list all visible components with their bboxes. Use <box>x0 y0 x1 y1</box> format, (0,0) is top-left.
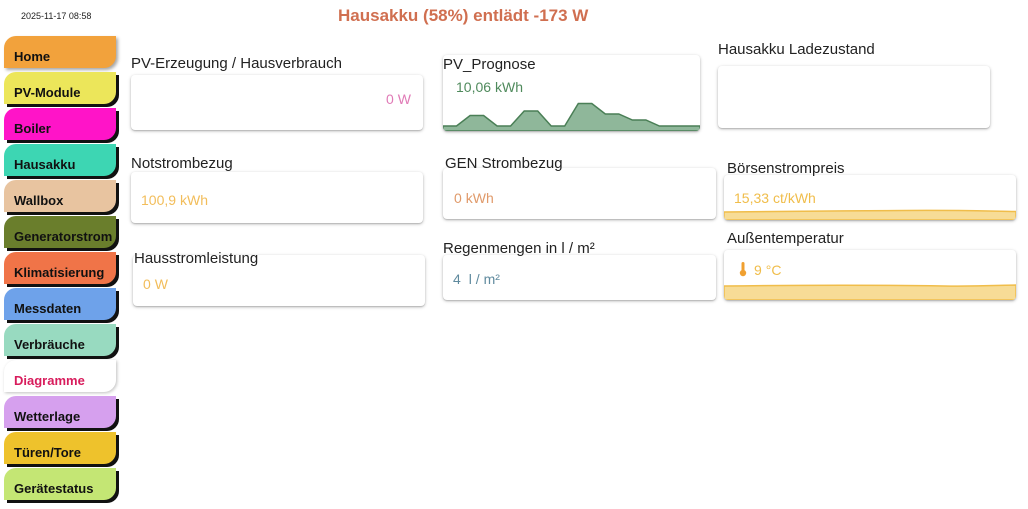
value-unit: W <box>154 276 169 292</box>
value-unit: W <box>397 91 411 107</box>
card-title-notstrombezug: Notstrombezug <box>131 155 233 172</box>
value-number: 0 <box>454 190 462 206</box>
value-unit: ct/kWh <box>773 190 816 206</box>
card-pv-erzeugung[interactable] <box>131 75 423 130</box>
card-title-boersenstrompreis: Börsenstrompreis <box>727 160 845 177</box>
nav-label: Home <box>14 49 51 64</box>
nav-label: Boiler <box>14 121 51 136</box>
nav-hausakku[interactable]: Hausakku <box>4 144 116 176</box>
value-unit: l / m² <box>468 271 500 287</box>
value-unit: °C <box>765 262 782 278</box>
nav-wallbox[interactable]: Wallbox <box>4 180 116 212</box>
value-number: 0 <box>385 91 394 107</box>
value-boersenstrompreis: 15,33 ct/kWh <box>734 190 816 206</box>
nav-label: Diagramme <box>14 373 85 388</box>
nav-wetterlage[interactable]: Wetterlage <box>4 396 116 428</box>
nav-home[interactable]: Home <box>4 36 116 68</box>
pv-prognose-area <box>443 102 700 131</box>
boersenstrompreis-sparkline <box>724 209 1016 220</box>
card-hausakku-ladezustand[interactable] <box>718 66 990 128</box>
nav-label: Hausakku <box>14 157 76 172</box>
value-pv-prognose: 10,06 kWh <box>456 79 523 95</box>
aussentemperatur-area <box>724 284 1016 300</box>
card-hausstromleistung[interactable] <box>133 255 425 306</box>
nav-diagramme[interactable]: Diagramme <box>4 360 116 392</box>
card-title-pv-erzeugung: PV-Erzeugung / Hausverbrauch <box>131 55 342 72</box>
value-number: 4 <box>453 271 461 287</box>
value-number: 9 <box>754 262 762 278</box>
card-title-hausstromleistung: Hausstromleistung <box>134 250 259 267</box>
value-number: 10,06 <box>456 79 492 95</box>
value-regenmengen: 4 l / m² <box>453 271 500 287</box>
nav-verbraeuche[interactable]: Verbräuche <box>4 324 116 356</box>
nav-messdaten[interactable]: Messdaten <box>4 288 116 320</box>
card-title-regenmengen: Regenmengen in l / m² <box>443 240 595 257</box>
value-unit: kWh <box>180 192 209 208</box>
card-gen-strombezug[interactable] <box>443 168 716 219</box>
card-title-gen-strombezug: GEN Strombezug <box>445 155 563 172</box>
card-aussentemperatur[interactable] <box>724 250 1016 300</box>
nav-tueren-tore[interactable]: Türen/Tore <box>4 432 116 464</box>
nav-label: Gerätestatus <box>14 481 94 496</box>
value-number: 15,33 <box>734 190 770 206</box>
card-title-aussentemperatur: Außentemperatur <box>727 230 844 247</box>
value-gen-strombezug: 0 kWh <box>454 190 494 206</box>
value-aussentemperatur: 9 °C <box>738 261 782 278</box>
nav-label: Türen/Tore <box>14 445 81 460</box>
value-unit: kWh <box>495 79 524 95</box>
card-title-hausakku-ladezustand: Hausakku Ladezustand <box>718 41 875 58</box>
nav-klimatisierung[interactable]: Klimatisierung <box>4 252 116 284</box>
card-notstrombezug[interactable] <box>131 172 423 223</box>
nav-generatorstrom[interactable]: Generatorstrom <box>4 216 116 248</box>
value-notstrombezug: 100,9 kWh <box>141 192 208 208</box>
nav-label: Generatorstrom <box>14 229 113 244</box>
card-title-pv-prognose: PV_Prognose <box>443 56 536 73</box>
battery-status-headline: Hausakku (58%) entlädt -173 W <box>338 6 589 25</box>
value-number: 100,9 <box>141 192 177 208</box>
pv-prognose-sparkline <box>443 102 700 131</box>
value-number: 0 <box>143 276 151 292</box>
nav-boiler[interactable]: Boiler <box>4 108 116 140</box>
nav-label: Wallbox <box>14 193 64 208</box>
thermometer-icon <box>739 262 747 277</box>
card-boersenstrompreis[interactable] <box>724 175 1016 220</box>
nav-label: Messdaten <box>14 301 82 316</box>
nav-pv-module[interactable]: PV-Module <box>4 72 116 104</box>
datetime: 2025-11-17 08:58 <box>21 11 92 21</box>
nav-label: Wetterlage <box>14 409 81 424</box>
nav-geraetestatus[interactable]: Gerätestatus <box>4 468 116 500</box>
aussentemperatur-sparkline <box>724 284 1016 300</box>
nav-label: Verbräuche <box>14 337 85 352</box>
value-unit: kWh <box>465 190 494 206</box>
card-pv-prognose[interactable] <box>443 55 700 131</box>
nav-label: Klimatisierung <box>14 265 105 280</box>
card-regenmengen[interactable] <box>443 255 716 300</box>
nav-label: PV-Module <box>14 85 81 100</box>
boersenstrompreis-area <box>724 209 1016 220</box>
